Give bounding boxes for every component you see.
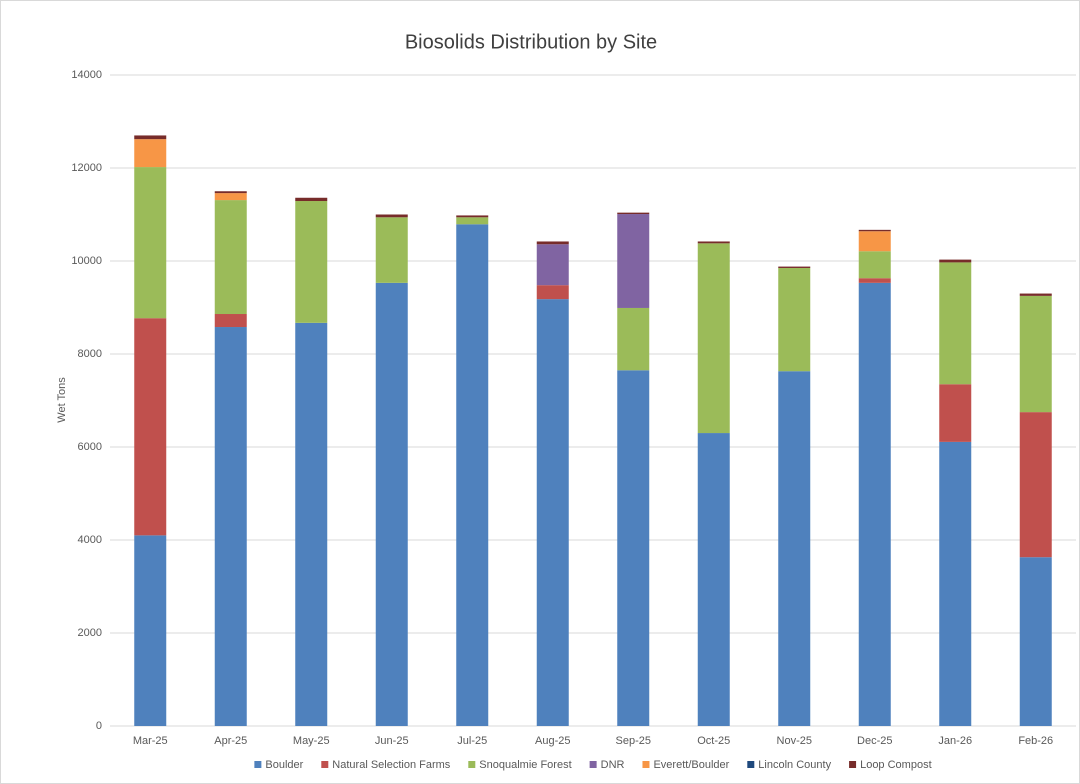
bar-segment — [134, 318, 167, 536]
bar-segment — [295, 197, 328, 202]
bar-segment — [697, 241, 730, 244]
legend-label: Boulder — [265, 759, 303, 771]
bar-segment — [134, 139, 167, 168]
bar-segment — [134, 167, 167, 319]
legend-swatch — [321, 761, 329, 768]
bar-segment — [617, 370, 650, 726]
bar-segment — [1019, 295, 1052, 413]
x-tick-label: Sep-25 — [616, 735, 651, 747]
legend-swatch — [254, 761, 262, 768]
bar-segment — [1019, 557, 1052, 726]
bar-segment — [858, 282, 891, 726]
bar-segment — [536, 241, 569, 245]
bar-segment — [617, 212, 650, 215]
bar-segment — [617, 307, 650, 371]
bar-segment — [1019, 293, 1052, 296]
legend-swatch — [849, 761, 857, 768]
x-tick-label: Nov-25 — [777, 735, 812, 747]
bar-segment — [858, 231, 891, 252]
bar-segment — [939, 259, 972, 263]
y-tick-label: 12000 — [71, 162, 102, 174]
y-tick-label: 10000 — [71, 255, 102, 267]
bar-segment — [295, 201, 328, 323]
x-tick-label: Jan-26 — [938, 735, 972, 747]
bar-segment — [214, 200, 247, 315]
legend-swatch — [747, 761, 755, 768]
bar-segment — [939, 262, 972, 385]
bar-segment — [697, 243, 730, 434]
chart-title: Biosolids Distribution by Site — [405, 31, 657, 53]
legend-label: Natural Selection Farms — [332, 759, 450, 771]
bar-segment — [375, 282, 408, 726]
bar-segment — [858, 229, 891, 232]
y-tick-label: 0 — [96, 720, 102, 732]
y-tick-label: 14000 — [71, 69, 102, 81]
x-tick-label: May-25 — [293, 735, 330, 747]
bar-segment — [939, 384, 972, 442]
bar-segment — [778, 266, 811, 268]
bar-segment — [375, 217, 408, 283]
bar-segment — [456, 217, 489, 225]
x-tick-label: Feb-26 — [1018, 735, 1053, 747]
y-tick-label: 6000 — [78, 441, 102, 453]
bar-segment — [134, 135, 167, 140]
bar-segment — [778, 267, 811, 372]
bar-segment — [858, 251, 891, 279]
bar-segment — [214, 314, 247, 328]
bar-segment — [617, 214, 650, 308]
legend: Boulder Natural Selection Farms Snoqualmie… — [254, 759, 932, 771]
bar-segment — [456, 215, 489, 218]
bar-segment — [858, 278, 891, 283]
x-tick-label: Oct-25 — [697, 735, 730, 747]
y-axis-title: Wet Tons — [56, 377, 68, 423]
bar-segment — [214, 193, 247, 201]
x-tick-label: Apr-25 — [214, 735, 247, 747]
legend-label: Loop Compost — [860, 759, 932, 771]
bar-segment — [1019, 412, 1052, 558]
bar-segment — [456, 224, 489, 726]
bar-segment — [214, 191, 247, 194]
y-tick-label: 4000 — [78, 534, 102, 546]
bar-segment — [214, 327, 247, 726]
legend-label: Everett/Boulder — [653, 759, 729, 771]
bar-segment — [375, 214, 408, 218]
y-tick-label: 2000 — [78, 627, 102, 639]
bar-segment — [295, 322, 328, 726]
x-tick-label: Dec-25 — [857, 735, 892, 747]
legend-swatch — [642, 761, 650, 768]
legend-label: DNR — [601, 759, 625, 771]
legend-swatch — [468, 761, 476, 768]
legend-swatch — [589, 761, 597, 768]
x-tick-label: Aug-25 — [535, 735, 570, 747]
bar-segment — [536, 285, 569, 300]
x-tick-label: Jun-25 — [375, 735, 409, 747]
bar-segment — [778, 371, 811, 726]
bar-segment — [697, 433, 730, 726]
legend-label: Snoqualmie Forest — [479, 759, 571, 771]
x-tick-label: Mar-25 — [133, 735, 168, 747]
bar-segment — [536, 299, 569, 726]
bar-segment — [134, 535, 167, 726]
bar-segment — [536, 244, 569, 286]
legend-label: Lincoln County — [758, 759, 831, 771]
x-tick-label: Jul-25 — [457, 735, 487, 747]
bar-segment — [939, 441, 972, 726]
y-tick-label: 8000 — [78, 348, 102, 360]
